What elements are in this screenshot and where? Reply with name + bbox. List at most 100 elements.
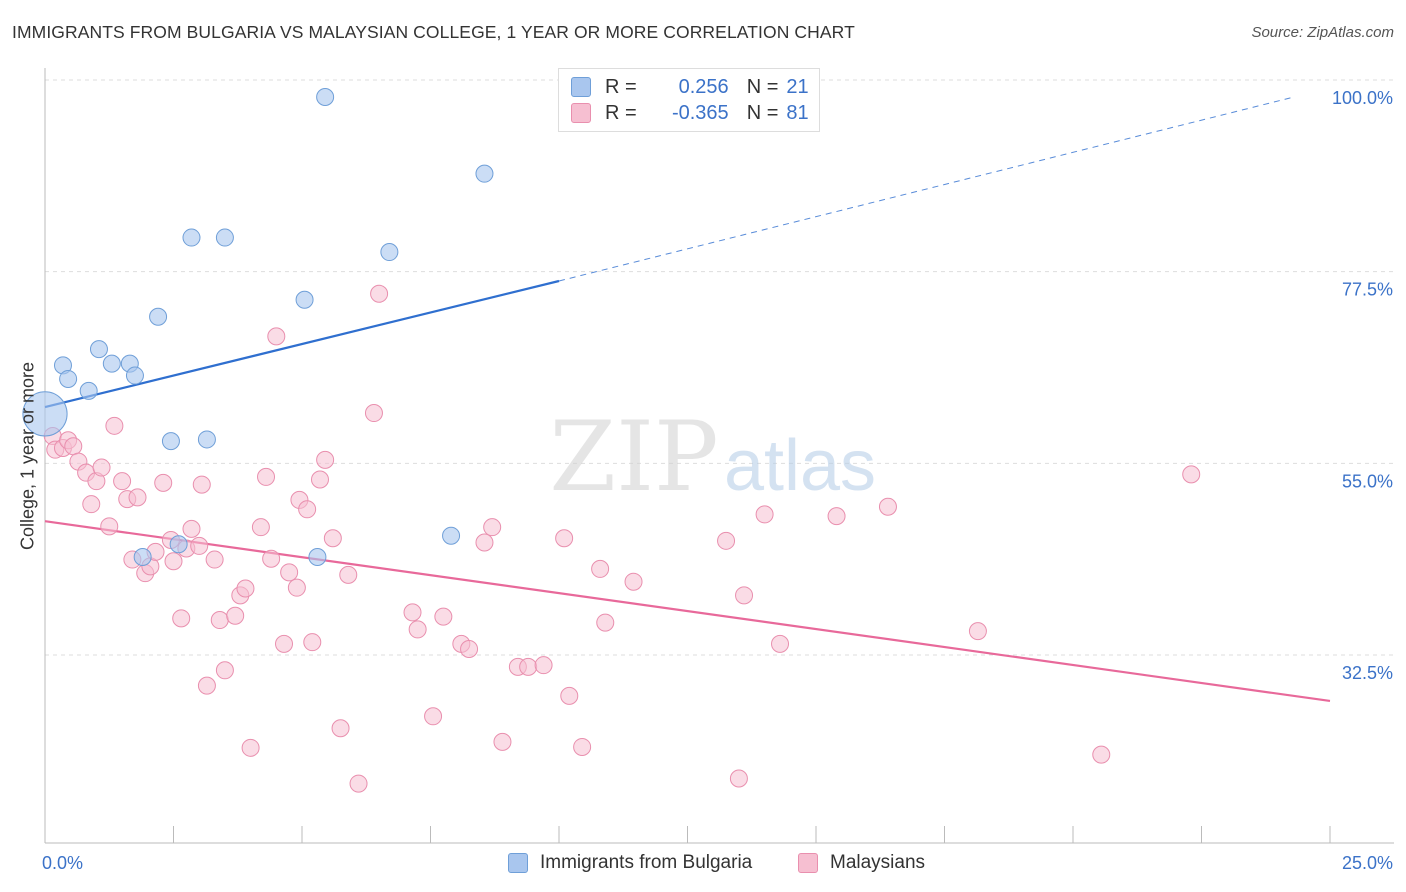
- malaysians-point: [192, 475, 211, 494]
- malaysians-point: [275, 634, 294, 653]
- bulgaria-point: [169, 535, 188, 554]
- legend-item-bulgaria: Immigrants from Bulgaria: [508, 852, 752, 874]
- legend-n-label: N =: [746, 75, 779, 98]
- malaysians-point: [205, 550, 224, 569]
- bulgaria-point: [133, 548, 152, 566]
- malaysians-point: [105, 416, 124, 435]
- legend-r-value: -0.365: [671, 101, 729, 124]
- series-legend: Immigrants from Bulgaria Malaysians: [0, 852, 1406, 878]
- legend-label-bulgaria: Immigrants from Bulgaria: [540, 852, 753, 873]
- malaysians-point: [323, 529, 342, 548]
- malaysians-point: [771, 634, 790, 653]
- malaysians-point: [172, 609, 191, 628]
- bulgaria-point: [102, 354, 121, 373]
- malaysians-point: [100, 517, 119, 536]
- correlation-legend: R = 0.256 N = 21 R = -0.365 N = 81: [558, 68, 820, 132]
- malaysians-point: [349, 774, 368, 793]
- legend-r-label: R =: [605, 75, 637, 98]
- bulgaria-point: [295, 290, 314, 309]
- malaysians-point: [560, 686, 579, 705]
- malaysians-point: [310, 470, 329, 489]
- malaysians-point: [534, 656, 553, 675]
- malaysians-point: [1182, 465, 1201, 484]
- malaysians-point: [226, 606, 245, 625]
- malaysians-point: [596, 613, 615, 632]
- malaysians-point: [154, 473, 173, 492]
- malaysians-point: [197, 676, 216, 695]
- legend-r-label: R =: [605, 101, 637, 124]
- watermark-zip: ZIP: [549, 401, 718, 513]
- watermark: ZIP atlas: [549, 401, 876, 513]
- malaysians-point: [303, 633, 322, 652]
- trend-line-malaysians: [44, 520, 1331, 703]
- pink-swatch-icon: [798, 853, 818, 873]
- chart-title: IMMIGRANTS FROM BULGARIA VS MALAYSIAN CO…: [12, 22, 855, 42]
- grid-lines: [45, 79, 1394, 656]
- legend-item-malaysians: Malaysians: [798, 852, 925, 874]
- malaysians-point: [624, 572, 643, 591]
- bulgaria-point: [215, 228, 234, 247]
- legend-row-malaysians: R = -0.365 N = 81: [571, 101, 809, 125]
- y-tick-label: 32.5%: [1342, 663, 1393, 683]
- malaysians-point: [92, 458, 111, 477]
- malaysians-point: [735, 586, 754, 605]
- malaysians-point: [113, 472, 132, 491]
- malaysians-point: [717, 531, 736, 550]
- malaysians-point: [403, 603, 422, 622]
- legend-r-value: 0.256: [678, 75, 729, 98]
- malaysians-points: [43, 284, 1201, 793]
- y-tick-label: 100.0%: [1332, 88, 1393, 108]
- malaysians-point: [424, 707, 443, 726]
- bulgaria-point: [89, 340, 108, 359]
- legend-n-value: 81: [786, 101, 809, 124]
- malaysians-point: [182, 519, 201, 538]
- malaysians-point: [251, 518, 270, 537]
- bulgaria-point: [161, 432, 180, 451]
- malaysians-point: [370, 284, 389, 303]
- malaysians-point: [493, 732, 512, 751]
- malaysians-point: [729, 769, 748, 788]
- bulgaria-point: [149, 307, 168, 326]
- bulgaria-point: [182, 228, 201, 247]
- malaysians-point: [316, 450, 335, 469]
- trend-lines: [44, 96, 1331, 703]
- blue-swatch-icon: [508, 853, 528, 873]
- malaysians-point: [241, 738, 260, 757]
- bulgaria-points: [22, 88, 494, 566]
- malaysians-point: [460, 640, 479, 658]
- trend-line-bulgaria-extension: [558, 96, 1295, 282]
- malaysians-point: [755, 505, 774, 524]
- tick-labels: 100.0% 77.5% 55.0% 32.5% 0.0% 25.0%: [42, 88, 1393, 873]
- bulgaria-point: [380, 243, 399, 262]
- bulgaria-point: [125, 366, 144, 385]
- malaysians-point: [434, 607, 453, 626]
- malaysians-point: [82, 495, 101, 514]
- malaysians-point: [339, 565, 358, 584]
- pink-swatch-icon: [571, 103, 591, 123]
- watermark-atlas: atlas: [724, 426, 876, 506]
- axes: [44, 68, 1394, 844]
- malaysians-point: [280, 563, 299, 582]
- bulgaria-point: [59, 369, 78, 388]
- malaysians-point: [210, 611, 229, 630]
- bulgaria-point: [79, 381, 98, 400]
- malaysians-point: [1092, 745, 1111, 764]
- trend-line-bulgaria: [44, 279, 560, 409]
- malaysians-point: [573, 737, 592, 756]
- malaysians-point: [827, 507, 846, 526]
- malaysians-point: [262, 549, 281, 568]
- malaysians-point: [164, 552, 183, 571]
- source-label: Source: ZipAtlas.com: [1251, 24, 1394, 41]
- malaysians-point: [519, 657, 538, 676]
- x-tick-label: 0.0%: [42, 853, 83, 873]
- bulgaria-point: [475, 164, 494, 183]
- legend-n-label: N =: [746, 101, 779, 124]
- malaysians-point: [878, 497, 897, 516]
- bulgaria-point: [442, 526, 461, 545]
- malaysians-point: [287, 578, 306, 597]
- malaysians-point: [257, 467, 276, 486]
- malaysians-point: [408, 620, 427, 639]
- malaysians-point: [298, 500, 317, 519]
- malaysians-point: [267, 327, 286, 346]
